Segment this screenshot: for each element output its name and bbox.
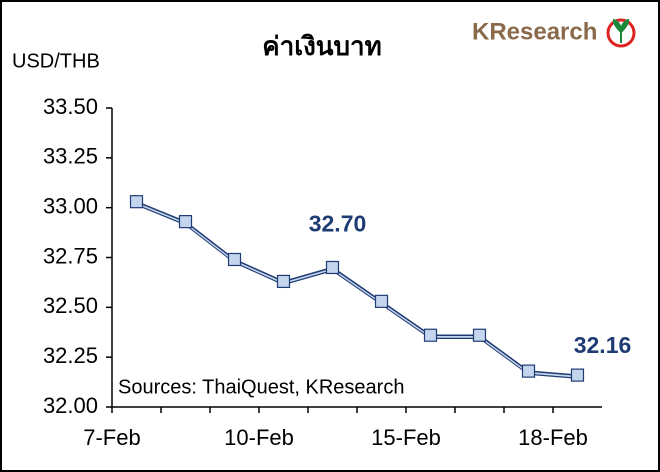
x-tick-label: 10-Feb	[224, 425, 294, 450]
point-marker	[472, 328, 487, 342]
point-marker	[227, 252, 242, 267]
y-tick-label: 33.00	[43, 193, 98, 218]
y-tick-label: 33.50	[43, 94, 98, 119]
logo: KResearch	[472, 18, 597, 45]
logo-icon	[606, 18, 636, 48]
y-axis-label: USD/THB	[12, 50, 100, 72]
series-line	[136, 200, 578, 376]
source-note: Sources: ThaiQuest, KResearch	[118, 376, 404, 398]
point-marker	[276, 274, 291, 289]
point-marker	[423, 328, 438, 342]
y-tick-label: 32.25	[43, 343, 98, 368]
x-tick-label: 18-Feb	[518, 425, 588, 450]
y-tick-label: 32.00	[43, 393, 98, 418]
point-marker	[570, 368, 585, 382]
point-marker	[129, 195, 144, 209]
point-marker	[178, 215, 193, 229]
y-tick-label: 33.25	[43, 144, 98, 169]
line-highlight	[136, 202, 578, 378]
point-marker	[374, 294, 389, 308]
value-label: 32.70	[309, 211, 367, 237]
value-label: 32.16	[574, 332, 632, 358]
line-shadow	[136, 203, 578, 379]
x-tick-label: 7-Feb	[83, 425, 140, 450]
chart-title: ค่าเงินบาท	[262, 31, 382, 61]
y-tick-label: 32.50	[43, 293, 98, 318]
x-tick-label: 15-Feb	[371, 425, 441, 450]
y-tick-label: 32.75	[43, 243, 98, 268]
point-marker	[521, 364, 536, 378]
point-marker	[325, 260, 340, 275]
